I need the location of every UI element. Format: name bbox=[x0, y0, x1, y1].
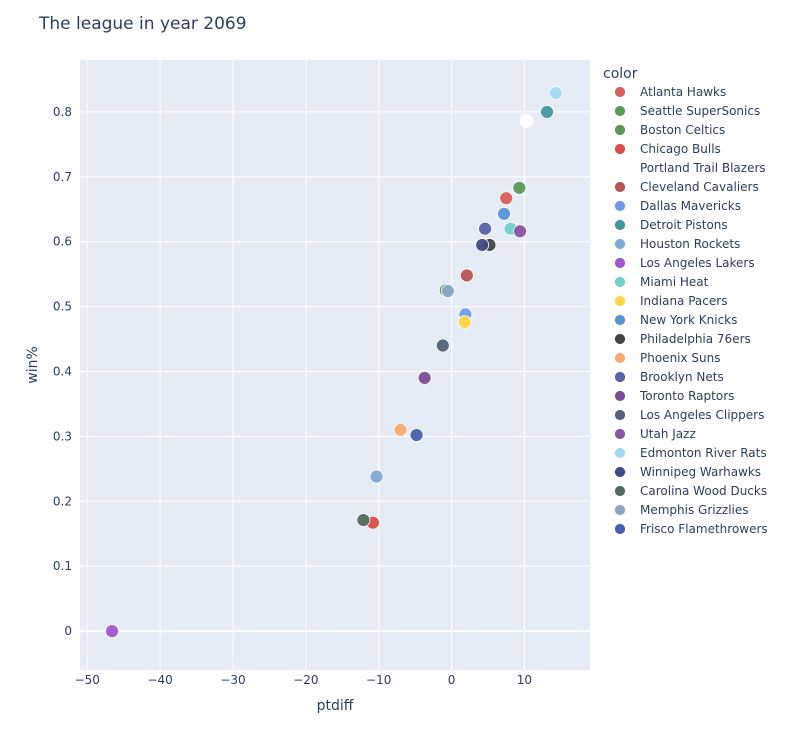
x-tick-label: 0 bbox=[448, 673, 456, 687]
legend: color Atlanta Hawks Seattle SuperSonics Bo… bbox=[603, 66, 768, 536]
x-tick-label: 10 bbox=[517, 673, 532, 687]
legend-marker[interactable] bbox=[614, 295, 626, 307]
y-tick-label: 0.5 bbox=[53, 300, 72, 314]
data-point[interactable] bbox=[457, 315, 472, 330]
data-point[interactable] bbox=[441, 284, 455, 298]
y-tick-label: 0.1 bbox=[53, 559, 72, 573]
legend-marker[interactable] bbox=[614, 124, 626, 136]
legend-label[interactable]: Edmonton River Rats bbox=[640, 446, 767, 460]
legend-label[interactable]: Miami Heat bbox=[640, 275, 709, 289]
legend-title: color bbox=[603, 66, 638, 82]
y-tick-label: 0 bbox=[64, 624, 72, 638]
legend-marker[interactable] bbox=[614, 219, 626, 231]
legend-label[interactable]: Los Angeles Clippers bbox=[640, 408, 764, 422]
data-point[interactable] bbox=[369, 469, 384, 484]
legend-label[interactable]: Philadelphia 76ers bbox=[640, 332, 751, 346]
legend-marker[interactable] bbox=[614, 409, 626, 421]
data-point[interactable] bbox=[513, 224, 527, 239]
data-point[interactable] bbox=[105, 624, 119, 638]
y-tick-label: 0.8 bbox=[53, 105, 72, 119]
x-tick-label: −10 bbox=[366, 673, 391, 687]
legend-label[interactable]: Brooklyn Nets bbox=[640, 370, 724, 384]
y-tick-label: 0.3 bbox=[53, 429, 72, 443]
legend-label[interactable]: Utah Jazz bbox=[640, 427, 696, 441]
legend-label[interactable]: Winnipeg Warhawks bbox=[640, 465, 761, 479]
legend-label[interactable]: Memphis Grizzlies bbox=[640, 503, 749, 517]
legend-marker[interactable] bbox=[614, 485, 626, 497]
legend-marker[interactable] bbox=[614, 200, 626, 212]
legend-label[interactable]: Carolina Wood Ducks bbox=[640, 484, 767, 498]
x-tick-label: −50 bbox=[75, 673, 100, 687]
legend-marker[interactable] bbox=[614, 504, 626, 516]
legend-marker[interactable] bbox=[614, 466, 626, 478]
legend-label[interactable]: Detroit Pistons bbox=[640, 218, 728, 232]
legend-marker[interactable] bbox=[614, 105, 626, 117]
legend-label[interactable]: Seattle SuperSonics bbox=[640, 104, 760, 118]
data-point[interactable] bbox=[393, 422, 408, 437]
plot-area bbox=[80, 60, 590, 670]
legend-label[interactable]: Chicago Bulls bbox=[640, 142, 721, 156]
legend-label[interactable]: Toronto Raptors bbox=[639, 389, 734, 403]
legend-marker[interactable] bbox=[614, 238, 626, 250]
legend-marker[interactable] bbox=[614, 314, 626, 326]
legend-label[interactable]: Cleveland Cavaliers bbox=[640, 180, 759, 194]
legend-marker[interactable] bbox=[614, 428, 626, 440]
x-tick-label: −30 bbox=[220, 673, 245, 687]
legend-label[interactable]: Portland Trail Blazers bbox=[640, 161, 766, 175]
data-point[interactable] bbox=[497, 206, 511, 221]
legend-label[interactable]: Frisco Flamethrowers bbox=[640, 522, 768, 536]
y-axis-title: win% bbox=[25, 346, 41, 384]
legend-label[interactable]: Indiana Pacers bbox=[640, 294, 727, 308]
legend-label[interactable]: New York Knicks bbox=[640, 313, 737, 327]
data-point[interactable] bbox=[540, 105, 554, 119]
legend-marker[interactable] bbox=[614, 257, 626, 269]
chart-title: The league in year 2069 bbox=[38, 14, 247, 34]
legend-marker[interactable] bbox=[614, 333, 626, 345]
y-tick-label: 0.7 bbox=[53, 170, 72, 184]
data-point[interactable] bbox=[356, 513, 371, 527]
y-tick-label: 0.4 bbox=[53, 364, 72, 378]
y-tick-label: 0.2 bbox=[53, 494, 72, 508]
legend-marker[interactable] bbox=[614, 276, 626, 288]
legend-label[interactable]: Dallas Mavericks bbox=[640, 199, 741, 213]
data-point[interactable] bbox=[417, 371, 432, 385]
legend-marker[interactable] bbox=[614, 86, 626, 98]
legend-label[interactable]: Los Angeles Lakers bbox=[640, 256, 755, 270]
legend-marker[interactable] bbox=[614, 390, 626, 402]
x-tick-label: −40 bbox=[147, 673, 172, 687]
legend-label[interactable]: Phoenix Suns bbox=[640, 351, 721, 365]
data-point[interactable] bbox=[475, 238, 490, 252]
data-point[interactable] bbox=[459, 268, 474, 283]
x-tick-label: −20 bbox=[293, 673, 318, 687]
x-axis-title: ptdiff bbox=[317, 698, 354, 714]
legend-marker[interactable] bbox=[614, 352, 626, 364]
legend-marker[interactable] bbox=[614, 371, 626, 383]
data-point[interactable] bbox=[409, 428, 424, 442]
legend-marker[interactable] bbox=[614, 523, 626, 535]
legend-label[interactable]: Houston Rockets bbox=[640, 237, 740, 251]
data-point[interactable] bbox=[519, 114, 534, 128]
data-point[interactable] bbox=[499, 191, 514, 206]
y-tick-label: 0.6 bbox=[53, 235, 72, 249]
data-point[interactable] bbox=[478, 221, 492, 236]
data-point[interactable] bbox=[548, 86, 563, 100]
legend-label[interactable]: Boston Celtics bbox=[640, 123, 725, 137]
legend-marker[interactable] bbox=[614, 447, 626, 459]
legend-marker[interactable] bbox=[614, 143, 626, 155]
data-point[interactable] bbox=[435, 338, 450, 353]
legend-label[interactable]: Atlanta Hawks bbox=[640, 85, 726, 99]
legend-marker[interactable] bbox=[614, 181, 626, 193]
legend-marker[interactable] bbox=[614, 162, 626, 174]
data-point[interactable] bbox=[512, 180, 527, 195]
